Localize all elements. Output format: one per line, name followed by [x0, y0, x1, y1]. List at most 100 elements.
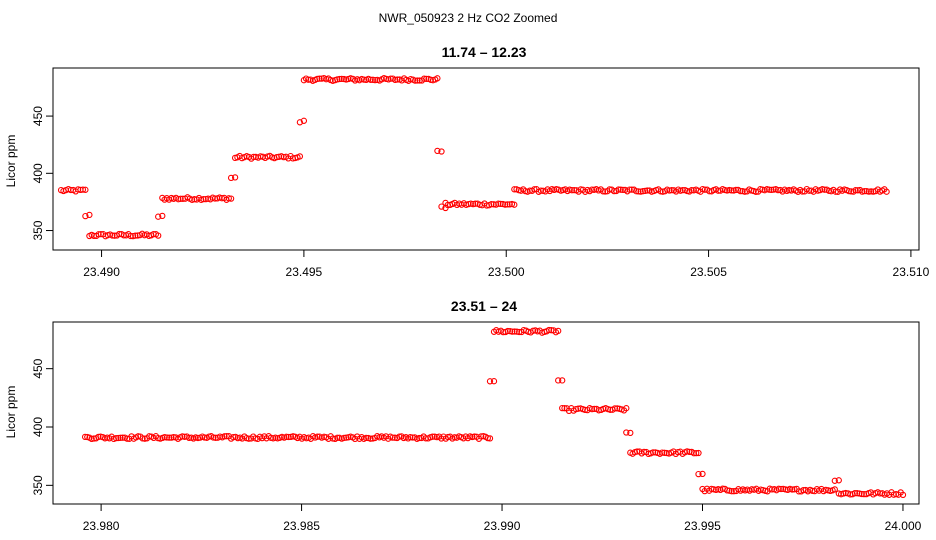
panel-bottom-x-axis: 23.980 23.985 23.990 23.995 24.000: [83, 504, 922, 533]
panel-top-point: [159, 212, 166, 220]
panel-bottom-point: [117, 434, 124, 441]
panel-top-point: [737, 187, 744, 195]
panel-top-point: [132, 232, 139, 239]
panel-top-point: [752, 188, 760, 195]
panel-bottom-point: [693, 449, 700, 457]
panel-top-point: [314, 75, 321, 83]
panel-bottom: 23.51 – 24 Licor ppm 23.980 23.985 23.990 2…: [4, 298, 922, 533]
panel-bottom-point: [210, 434, 217, 441]
panel-bottom-point: [588, 405, 596, 413]
panel-bottom-point: [509, 328, 516, 335]
panel-bottom-point: [699, 470, 706, 478]
panel-top-y-tick-label: 450: [31, 106, 45, 126]
panel-bottom-x-tick-label: 23.995: [684, 519, 721, 533]
panel-bottom-point: [899, 491, 907, 499]
panel-top-point: [637, 188, 644, 195]
panel-top-point: [434, 75, 441, 82]
panel-bottom-x-tick-label: 23.980: [83, 519, 120, 533]
panel-bottom-point: [314, 433, 321, 440]
panel-top-point: [867, 188, 875, 195]
panel-bottom-point: [555, 327, 562, 335]
panel-top-point: [588, 186, 596, 193]
panel-top-point: [495, 200, 502, 207]
panel-top-point: [200, 195, 207, 203]
panel-top-point: [177, 195, 184, 202]
panel-bottom-point: [831, 477, 838, 484]
panel-top-point: [296, 119, 304, 126]
panel-top-point: [231, 174, 239, 181]
panel-top: 11.74 – 12.23 Licor ppm 23.490 23.495 23.5…: [4, 44, 930, 279]
panel-bottom-point: [511, 328, 518, 335]
panel-top-y-tick-label: 350: [31, 220, 45, 240]
panel-bottom-point: [119, 434, 126, 441]
panel-bottom-point: [391, 434, 399, 441]
panel-top-point: [86, 211, 93, 219]
panel-top-point: [635, 188, 642, 195]
panel-bottom-points: [81, 326, 907, 499]
panel-bottom-point: [362, 434, 370, 442]
panel-top-point: [414, 77, 421, 84]
panel-top-point: [336, 75, 343, 83]
panel-bottom-point: [775, 485, 782, 492]
panel-top-point: [852, 187, 859, 194]
panel-bottom-x-tick-label: 23.985: [283, 519, 320, 533]
panel-bottom-point: [166, 434, 173, 441]
panel-top-point: [805, 187, 813, 194]
panel-bottom-point: [695, 449, 702, 457]
panel-top-point: [506, 201, 513, 208]
panel-bottom-point: [545, 326, 553, 334]
panel-bottom-point: [367, 435, 374, 442]
panel-bottom-point: [334, 434, 341, 441]
panel-bottom-point: [728, 488, 735, 495]
panel-bottom-point: [831, 486, 838, 493]
panel-bottom-point: [690, 450, 698, 457]
panel-top-point: [394, 76, 401, 83]
panel-bottom-point: [623, 405, 630, 412]
panel-top-point: [316, 75, 323, 82]
panel-bottom-point: [789, 486, 796, 493]
panel-top-point: [688, 187, 695, 194]
panel-bottom-y-axis: 350 400 450: [31, 358, 53, 495]
panel-top-point: [599, 188, 607, 195]
panel-bottom-point: [724, 487, 731, 494]
panel-bottom-point: [484, 434, 491, 442]
panel-bottom-point: [649, 449, 657, 456]
panel-bottom-point: [201, 434, 208, 441]
panel-bottom-point: [559, 377, 566, 384]
panel-bottom-point: [407, 433, 414, 441]
panel-top-point: [82, 186, 89, 193]
panel-top-point: [768, 186, 775, 194]
panel-top-point: [369, 76, 377, 83]
panel-bottom-point: [490, 378, 498, 385]
panel-top-point: [502, 201, 509, 208]
panel-bottom-point: [340, 434, 348, 442]
panel-bottom-point: [575, 405, 582, 412]
panel-bottom-point: [695, 470, 702, 478]
panel-top-y-tick-label: 400: [31, 163, 45, 183]
panel-bottom-point: [230, 434, 237, 441]
panel-top-point: [639, 188, 647, 195]
panel-bottom-plot-frame: [52, 321, 920, 505]
panel-top-x-axis: 23.490 23.495 23.500 23.505 23.510: [83, 250, 930, 279]
panel-bottom-point: [486, 435, 494, 442]
panel-top-point: [412, 77, 419, 84]
panel-top-point: [511, 201, 518, 208]
panel-bottom-point: [221, 433, 228, 440]
panel-top-point: [225, 195, 232, 202]
panel-top-ylabel: Licor ppm: [4, 135, 18, 188]
panel-top-point: [537, 187, 545, 194]
panel-top-point: [679, 186, 686, 194]
panel-top-point: [296, 153, 304, 160]
panel-bottom-y-tick-label: 350: [31, 475, 45, 495]
panel-bottom-y-tick-label: 400: [31, 417, 45, 437]
panel-top-point: [155, 213, 162, 220]
panel-top-point: [338, 75, 345, 83]
panel-top-point: [175, 196, 182, 203]
panel-bottom-y-tick-label: 450: [31, 358, 45, 378]
panel-top-point: [615, 186, 622, 193]
panel-bottom-point: [478, 433, 485, 440]
panel-top-point: [626, 186, 633, 193]
panel-top-point: [504, 201, 511, 208]
panel-bottom-x-tick-label: 23.990: [484, 519, 521, 533]
